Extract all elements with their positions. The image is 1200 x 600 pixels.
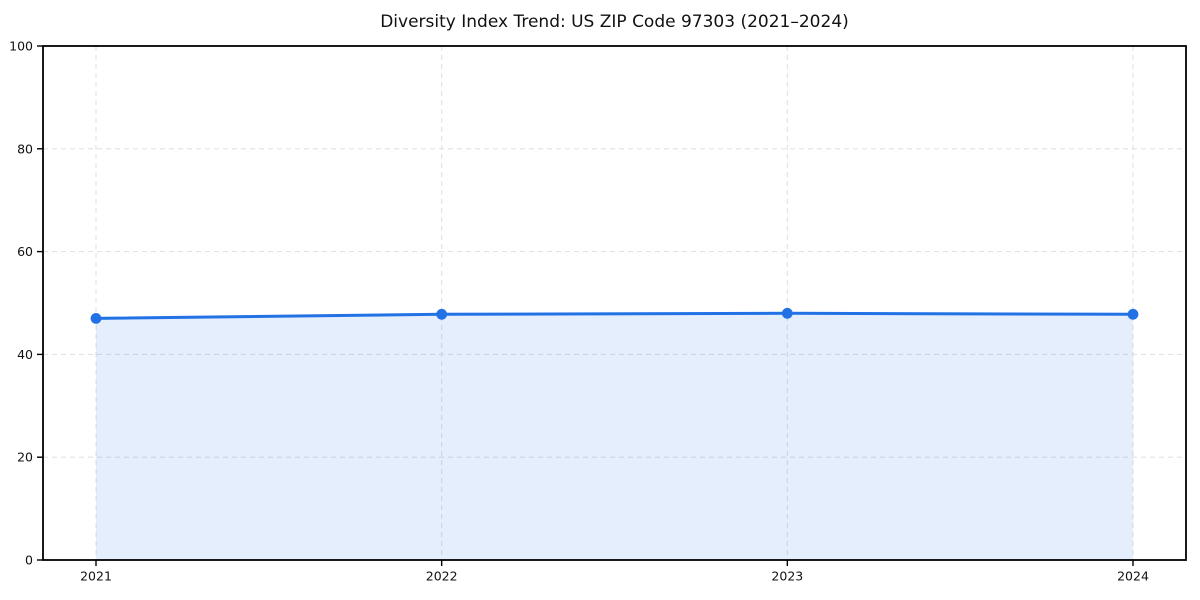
x-tick-label: 2021 (80, 569, 112, 584)
data-point (781, 307, 793, 319)
chart-title: Diversity Index Trend: US ZIP Code 97303… (380, 12, 849, 32)
y-tick-label: 20 (17, 450, 33, 465)
area-fill (96, 313, 1133, 560)
data-point (90, 313, 102, 324)
x-tick-label: 2024 (1117, 569, 1149, 584)
y-tick-label: 80 (17, 141, 33, 156)
x-tick-label: 2023 (771, 569, 803, 584)
data-point (1127, 308, 1139, 320)
y-tick-label: 0 (25, 553, 33, 568)
y-tick-label: 100 (9, 39, 33, 54)
trend-line (94, 311, 1135, 320)
y-tick-label: 40 (17, 347, 33, 362)
x-tick-label: 2022 (426, 569, 458, 584)
data-point (436, 308, 448, 320)
y-tick-label: 60 (17, 244, 33, 259)
plot-border (42, 45, 1187, 561)
